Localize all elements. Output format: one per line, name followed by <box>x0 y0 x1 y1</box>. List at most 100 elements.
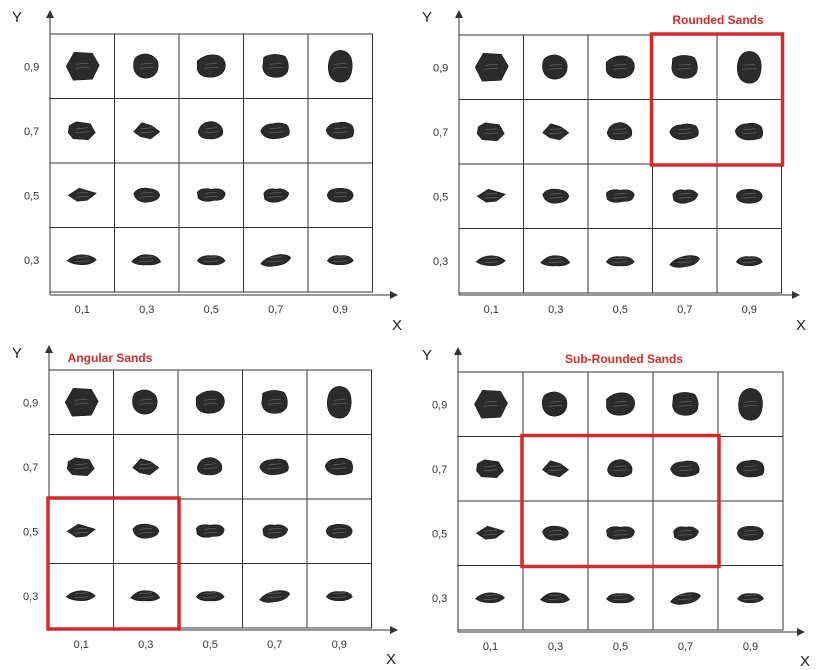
particle-shape-x05-y07 <box>197 121 224 140</box>
particle-texture <box>203 528 218 534</box>
grid-cell <box>717 565 784 631</box>
particle-texture <box>268 256 283 262</box>
x-tick-label: 0,9 <box>742 304 757 316</box>
panel-title: Rounded Sands <box>672 13 764 27</box>
particle-texture <box>548 257 563 263</box>
particle-shape-x03-y09 <box>541 391 568 417</box>
y-axis-label: Y <box>12 9 22 26</box>
particle-shape-x03-y05 <box>542 188 570 204</box>
particle-texture <box>138 463 153 469</box>
particle-shape-x01-y03 <box>65 590 96 602</box>
particle-texture <box>742 193 757 199</box>
particle-texture <box>613 128 628 134</box>
particle-texture <box>332 399 347 405</box>
y-tick-label: 0,5 <box>23 526 38 538</box>
particle-texture <box>743 401 758 407</box>
particle-texture <box>74 592 89 598</box>
x-axis-label: X <box>800 653 810 670</box>
particle-shape-x09-y07 <box>734 122 764 141</box>
particle-texture <box>75 256 90 262</box>
particle-texture <box>203 463 218 469</box>
particle-shape-x07-y05 <box>672 189 699 204</box>
particle-shape-x07-y09 <box>671 55 698 79</box>
particle-shape-x07-y07 <box>670 460 700 478</box>
particle-texture <box>742 257 757 263</box>
x-tick-label: 0,7 <box>677 304 692 316</box>
particle-shape-x05-y03 <box>195 591 225 602</box>
chart-panel-2: Y X 0,9 0,7 0,5 0,3 0,1 0,3 0,5 0,7 0,9 Rounded San… <box>422 9 806 334</box>
particle-shape-x07-y07 <box>259 458 289 476</box>
chart-panel-4: Y X 0,9 0,7 0,5 0,3 0,1 0,3 0,5 0,7 0,9 Sub-Rounded… <box>422 347 810 670</box>
particle-texture <box>138 592 153 598</box>
x-tick-label: 0,7 <box>268 304 283 316</box>
particle-shape-x05-y05 <box>605 189 635 203</box>
particle-texture <box>677 193 692 199</box>
y-tick-label: 0,9 <box>432 399 447 411</box>
x-tick-label: 0,3 <box>548 304 563 316</box>
particle-shape-x09-y05 <box>325 523 353 539</box>
highlight-box <box>649 32 785 167</box>
x-tick-label: 0,1 <box>75 304 90 316</box>
y-tick-label: 0,7 <box>432 464 447 476</box>
y-axis-label: Y <box>422 9 432 26</box>
particle-shape-x01-y07 <box>66 457 95 477</box>
particle-shape-x01-y09 <box>64 387 99 417</box>
y-axis-label: Y <box>12 345 22 362</box>
particle-texture <box>548 594 563 600</box>
particle-shape-x05-y03 <box>605 256 635 267</box>
particle-shape-x01-y05 <box>476 188 506 203</box>
x-axis-arrow-icon <box>390 291 398 299</box>
particle-texture <box>332 528 347 534</box>
particle-texture <box>678 465 693 471</box>
particle-texture <box>204 63 219 69</box>
x-tick-label: 0,5 <box>613 304 628 316</box>
y-tick-label: 0,3 <box>24 255 39 267</box>
y-tick-label: 0,9 <box>433 62 448 74</box>
particle-shape-x01-y09 <box>474 52 509 82</box>
x-tick-label: 0,5 <box>613 641 628 653</box>
particle-texture <box>204 192 219 198</box>
particle-texture <box>743 594 758 600</box>
particle-texture <box>613 257 628 263</box>
particle-texture <box>268 127 283 133</box>
particle-texture <box>204 127 219 133</box>
particle-shape-x03-y09 <box>542 54 568 80</box>
particle-shape-x05-y09 <box>195 390 225 414</box>
particle-shape-x07-y05 <box>263 188 290 203</box>
particle-shape-x05-y05 <box>195 524 225 538</box>
particle-shape-x05-y09 <box>606 392 635 416</box>
particle-texture <box>678 401 693 407</box>
particle-shape-x03-y03 <box>131 254 162 266</box>
particle-shape-x03-y03 <box>540 592 570 604</box>
particle-shape-x01-y07 <box>67 121 96 141</box>
y-tick-label: 0,5 <box>432 528 447 540</box>
particle-texture <box>203 399 218 405</box>
x-tick-label: 0,1 <box>483 641 498 653</box>
particle-shape-x09-y05 <box>735 188 763 204</box>
particle-texture <box>548 128 563 134</box>
particle-shape-x05-y05 <box>196 188 226 202</box>
particle-texture <box>743 530 758 536</box>
particle-texture <box>548 465 563 471</box>
particle-shape-x09-y07 <box>325 121 355 140</box>
panel-title: Sub-Rounded Sands <box>565 352 683 366</box>
particle-shape-x07-y07 <box>260 122 290 140</box>
particle-texture <box>484 193 499 199</box>
particle-shape-x07-y05 <box>673 526 699 541</box>
y-axis-arrow-icon <box>454 347 462 355</box>
particle-texture <box>74 399 89 405</box>
particle-shape-x07-y09 <box>261 390 288 414</box>
particle-shape-x09-y05 <box>326 187 354 203</box>
chart-panel-1: Y X 0,9 0,7 0,5 0,3 0,1 0,3 0,5 0,7 0,9 <box>12 9 402 334</box>
y-axis-arrow-icon <box>455 10 463 18</box>
particle-texture <box>548 401 563 407</box>
particle-shape-x09-y09 <box>738 387 763 421</box>
particle-texture <box>483 594 498 600</box>
highlight-box <box>520 433 721 569</box>
x-tick-label: 0,5 <box>203 639 218 651</box>
particle-texture <box>613 465 628 471</box>
particle-texture <box>75 63 90 69</box>
particle-texture <box>613 594 628 600</box>
particle-shape-x05-y03 <box>196 255 226 266</box>
particle-shape-x01-y05 <box>66 523 96 538</box>
